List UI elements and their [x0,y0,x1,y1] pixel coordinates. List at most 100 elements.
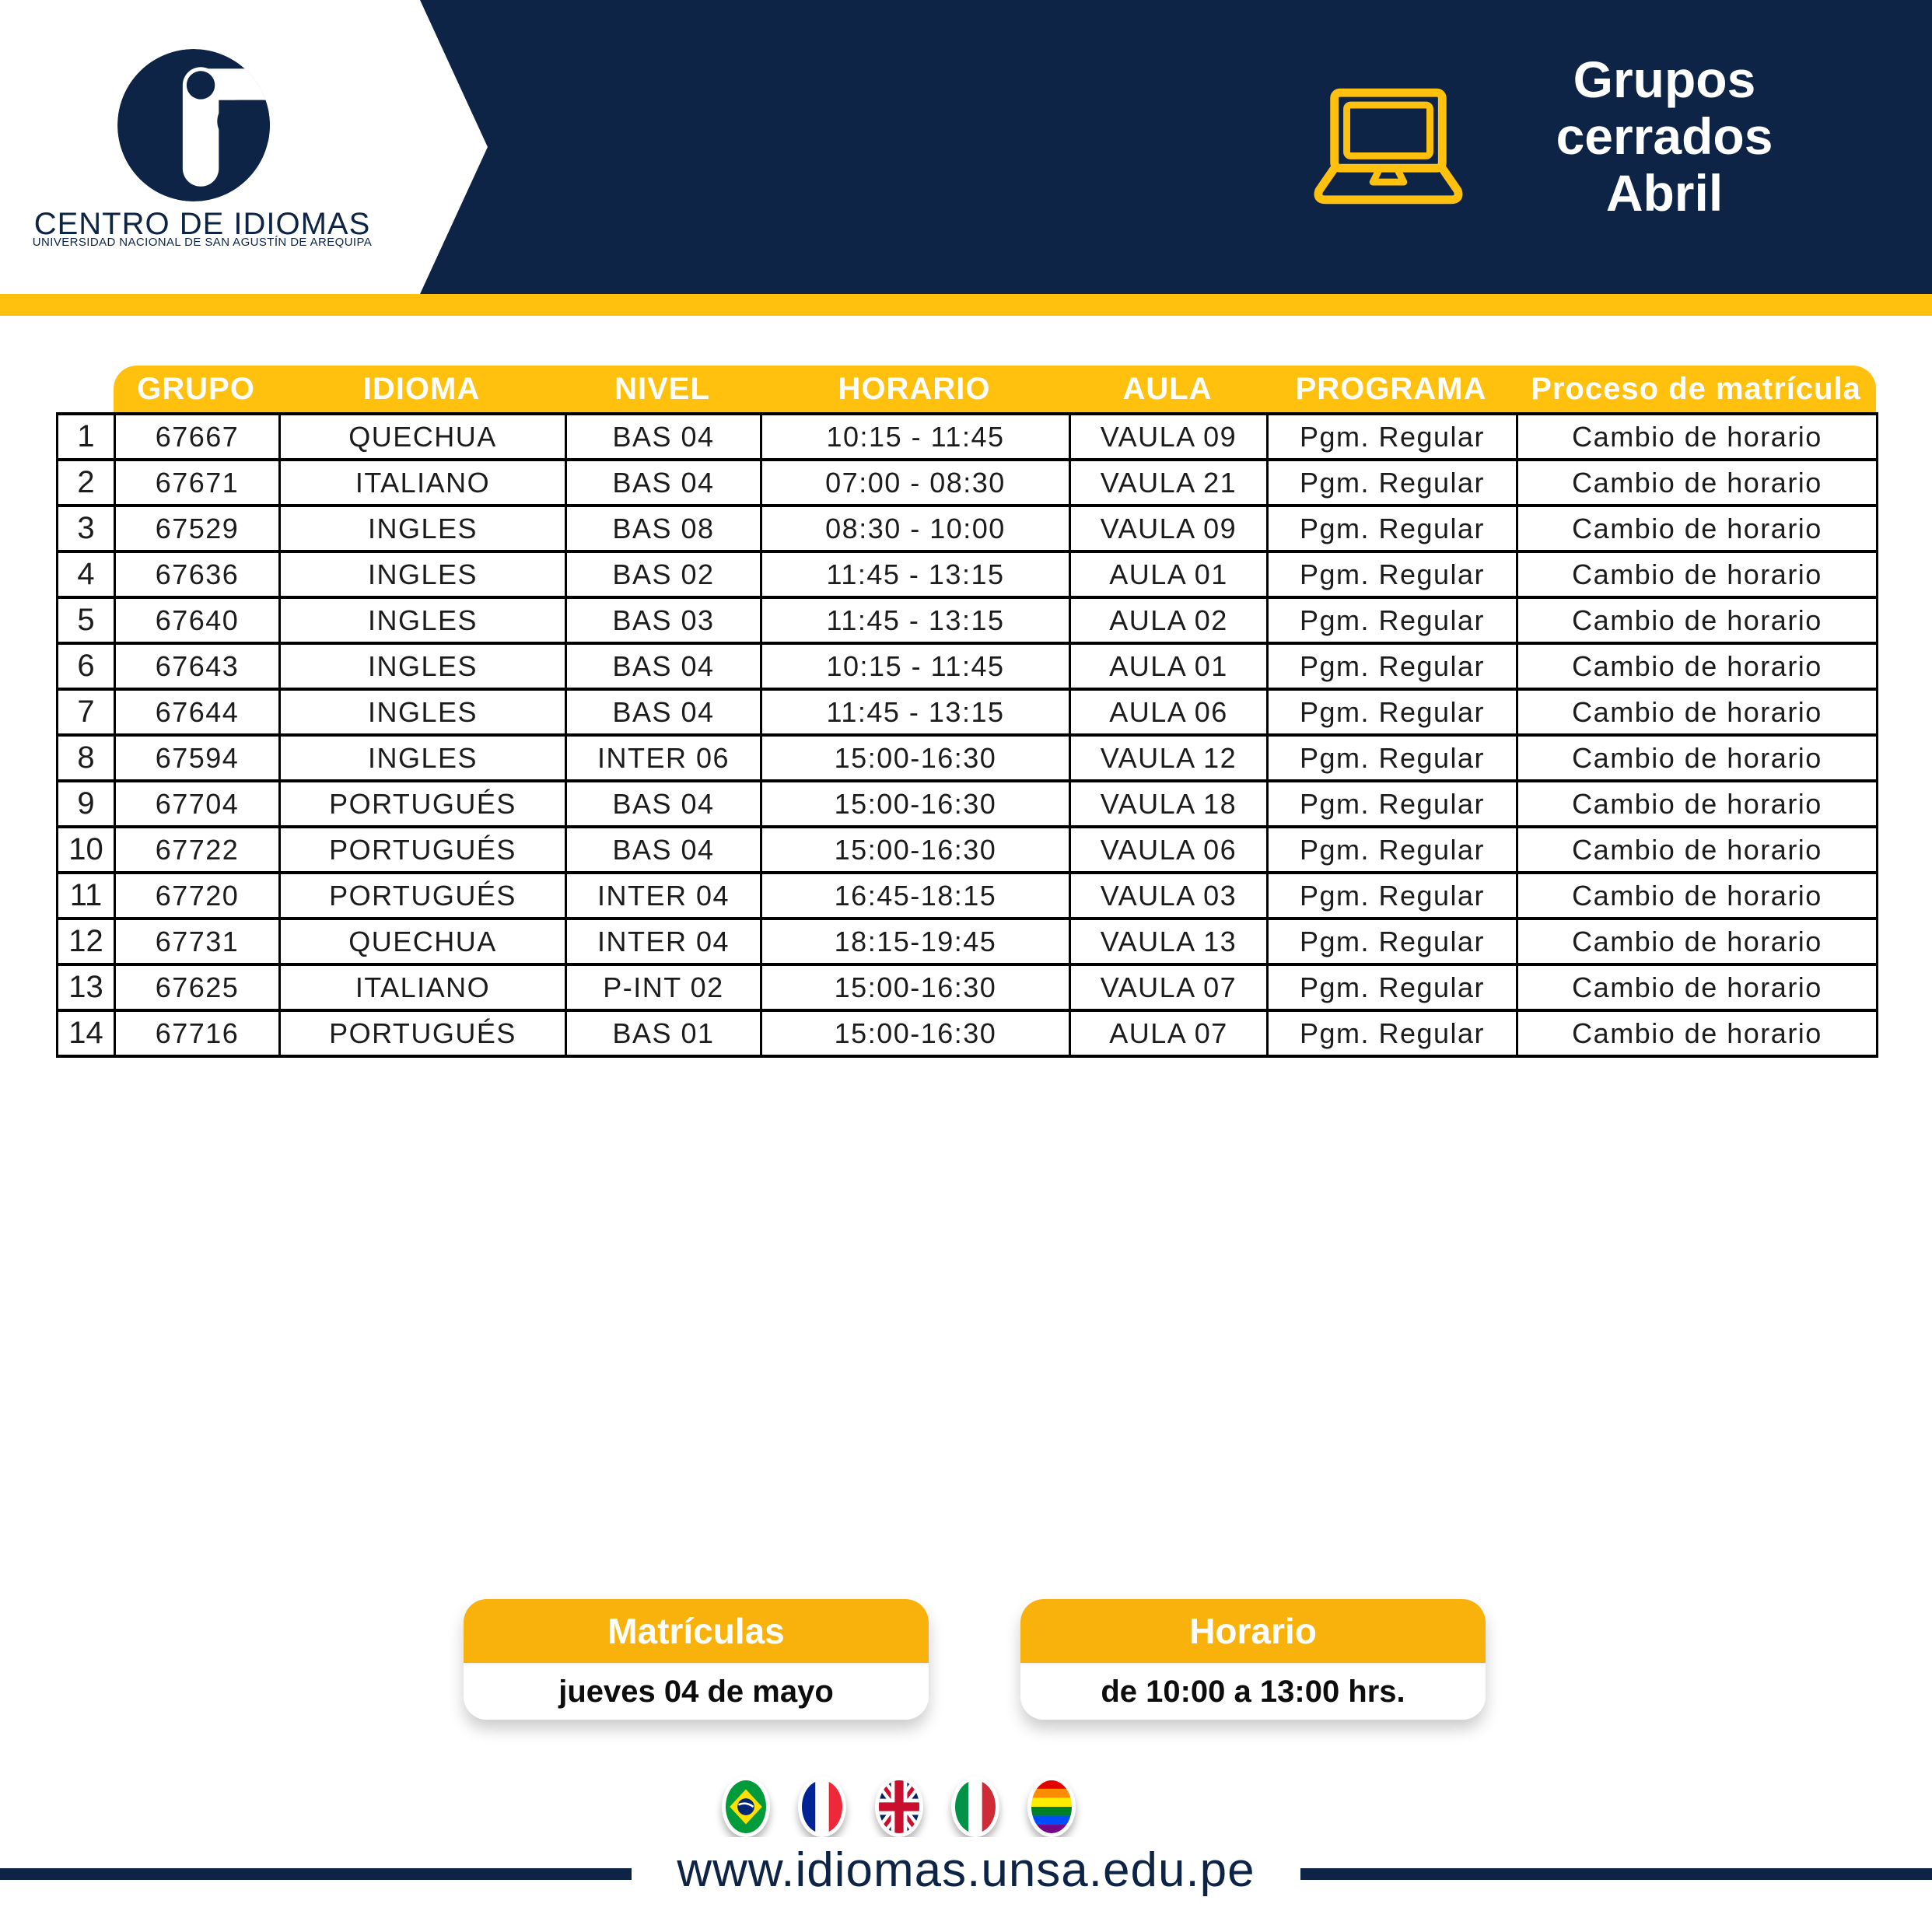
table-row: 7 67644 INGLES BAS 04 11:45 - 13:15 AULA 06 Pg… [56,688,1878,737]
table-row: 9 67704 PORTUGUÉS BAS 04 15:00-16:30 VAULA 18… [56,779,1878,828]
cell-nivel: BAS 04 [565,412,762,461]
cell-programa: Pgm. Regular [1266,871,1518,920]
cell-idioma: QUECHUA [278,917,567,966]
cell-proceso: Cambio de horario [1516,688,1878,737]
cell-proceso: Cambio de horario [1516,733,1878,782]
cell-programa: Pgm. Regular [1266,779,1518,828]
cell-grupo: 67667 [114,412,281,461]
cell-aula: AULA 01 [1069,550,1269,599]
table-row: 3 67529 INGLES BAS 08 08:30 - 10:00 VAULA 09 P… [56,504,1878,553]
cell-proceso: Cambio de horario [1516,596,1878,645]
cell-horario: 15:00-16:30 [760,825,1071,874]
language-flags [722,1776,1076,1837]
cell-idioma: QUECHUA [278,412,567,461]
cell-aula: AULA 02 [1069,596,1269,645]
column-header-aula: AULA [1122,371,1213,406]
cell-aula: VAULA 07 [1069,963,1269,1012]
cell-idioma: ITALIANO [278,458,567,507]
cell-programa: Pgm. Regular [1266,504,1518,553]
cell-aula: AULA 07 [1069,1009,1269,1058]
cell-nivel: BAS 08 [565,504,762,553]
italy-flag-icon [950,1776,999,1837]
cell-aula: VAULA 12 [1069,733,1269,782]
table-row: 2 67671 ITALIANO BAS 04 07:00 - 08:30 VAULA 2… [56,458,1878,507]
row-number: 1 [56,412,116,461]
cell-idioma: INGLES [278,550,567,599]
cell-nivel: P-INT 02 [565,963,762,1012]
cell-idioma: ITALIANO [278,963,567,1012]
table-row: 4 67636 INGLES BAS 02 11:45 - 13:15 AULA 01 Pg… [56,550,1878,599]
cell-grupo: 67731 [114,917,281,966]
cell-programa: Pgm. Regular [1266,596,1518,645]
table-row: 10 67722 PORTUGUÉS BAS 04 15:00-16:30 VAULA 0… [56,825,1878,874]
table-grid: 1 67667 QUECHUA BAS 04 10:15 - 11:45 VAULA 09… [56,412,1878,1058]
cell-grupo: 67625 [114,963,281,1012]
cell-horario: 07:00 - 08:30 [760,458,1071,507]
table-row: 13 67625 ITALIANO P-INT 02 15:00-16:30 VAULA … [56,963,1878,1012]
row-number: 2 [56,458,116,507]
cell-proceso: Cambio de horario [1516,871,1878,920]
groups-table: GRUPO IDIOMA NIVEL HORARIO AULA PROGRAMA… [56,366,1878,1058]
cell-nivel: BAS 04 [565,688,762,737]
row-number: 12 [56,917,116,966]
cell-horario: 18:15-19:45 [760,917,1071,966]
column-header-proceso: Proceso de matrícula [1531,371,1861,406]
column-header-nivel: NIVEL [614,371,710,406]
cell-horario: 11:45 - 13:15 [760,688,1071,737]
cell-horario: 11:45 - 13:15 [760,550,1071,599]
cell-nivel: BAS 03 [565,596,762,645]
cell-aula: VAULA 06 [1069,825,1269,874]
cell-programa: Pgm. Regular [1266,733,1518,782]
cell-proceso: Cambio de horario [1516,550,1878,599]
column-header-programa: PROGRAMA [1295,371,1487,406]
cell-idioma: PORTUGUÉS [278,871,567,920]
horario-badge-title: Horario [1020,1599,1486,1664]
cell-programa: Pgm. Regular [1266,550,1518,599]
cell-aula: VAULA 18 [1069,779,1269,828]
cell-nivel: BAS 04 [565,825,762,874]
table-row: 12 67731 QUECHUA INTER 04 18:15-19:45 VAULA 1… [56,917,1878,966]
cell-idioma: INGLES [278,642,567,691]
row-number: 7 [56,688,116,737]
cell-grupo: 67643 [114,642,281,691]
website-url[interactable]: www.idiomas.unsa.edu.pe [632,1837,1300,1904]
header: CENTRO DE IDIOMAS UNIVERSIDAD NACIONAL D… [0,0,1932,294]
cell-grupo: 67704 [114,779,281,828]
cell-nivel: INTER 04 [565,871,762,920]
cell-horario: 10:15 - 11:45 [760,412,1071,461]
cell-grupo: 67636 [114,550,281,599]
table-row: 6 67643 INGLES BAS 04 10:15 - 11:45 AULA 01 Pg… [56,642,1878,691]
cell-idioma: INGLES [278,504,567,553]
matriculas-badge-title: Matrículas [464,1599,929,1664]
cell-idioma: PORTUGUÉS [278,825,567,874]
table-row: 8 67594 INGLES INTER 06 15:00-16:30 VAULA 12 P… [56,733,1878,782]
column-header-idioma: IDIOMA [362,371,481,406]
page-title-line-1: Grupos [1573,51,1756,108]
header-navy-chevron-panel [420,0,1932,294]
cell-programa: Pgm. Regular [1266,917,1518,966]
brand-subtitle: UNIVERSIDAD NACIONAL DE SAN AGUSTÍN DE A… [32,236,373,249]
cell-programa: Pgm. Regular [1266,642,1518,691]
cell-idioma: PORTUGUÉS [278,1009,567,1058]
cell-proceso: Cambio de horario [1516,1009,1878,1058]
cell-aula: AULA 06 [1069,688,1269,737]
brazil-flag-icon [722,1776,770,1837]
cell-nivel: BAS 04 [565,779,762,828]
cell-idioma: INGLES [278,688,567,737]
cell-nivel: INTER 06 [565,733,762,782]
cell-idioma: PORTUGUÉS [278,779,567,828]
cell-aula: VAULA 21 [1069,458,1269,507]
cell-grupo: 67671 [114,458,281,507]
cell-horario: 15:00-16:30 [760,963,1071,1012]
cell-nivel: INTER 04 [565,917,762,966]
cell-aula: VAULA 09 [1069,412,1269,461]
matriculas-badge-value: jueves 04 de mayo [464,1664,929,1720]
table-row: 1 67667 QUECHUA BAS 04 10:15 - 11:45 VAULA 09… [56,412,1878,461]
cell-proceso: Cambio de horario [1516,504,1878,553]
cell-grupo: 67529 [114,504,281,553]
row-number: 4 [56,550,116,599]
row-number: 6 [56,642,116,691]
cell-nivel: BAS 02 [565,550,762,599]
cell-nivel: BAS 04 [565,642,762,691]
cell-programa: Pgm. Regular [1266,1009,1518,1058]
